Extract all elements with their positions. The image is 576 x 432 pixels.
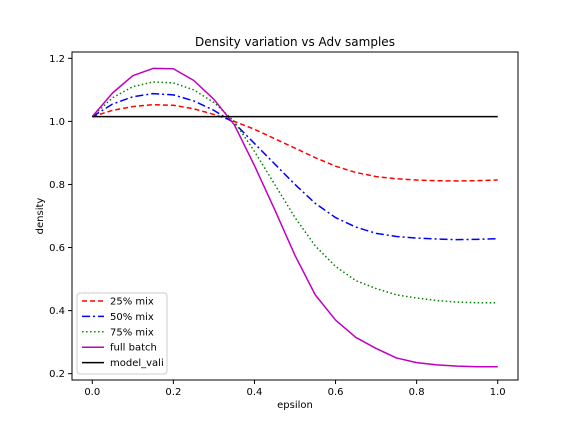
- x-axis-ticks: 0.0 0.2 0.4 0.6 0.8 1.0: [84, 380, 506, 398]
- y-tick-label: 1.2: [49, 54, 65, 65]
- legend-label: model_vali: [110, 358, 164, 369]
- series-layer: [91, 67, 498, 368]
- y-tick-label: 0.8: [49, 180, 65, 191]
- legend-items: 25% mix 50% mix 75% mix full batch model_val…: [82, 297, 164, 369]
- x-tick-label: 0.6: [328, 387, 344, 398]
- y-axis-ticks: 0.2 0.4 0.6 0.8 1.0 1.2: [49, 54, 72, 380]
- y-tick-label: 0.6: [49, 243, 65, 254]
- legend-label: 25% mix: [110, 297, 154, 308]
- x-tick-label: 0.2: [165, 387, 181, 398]
- y-axis-label: density: [35, 198, 46, 235]
- plot-frame: [71, 51, 519, 381]
- x-tick-label: 1.0: [490, 387, 506, 398]
- x-axis-label: epsilon: [277, 400, 313, 411]
- y-tick-label: 0.4: [49, 306, 65, 317]
- series-line-1: [91, 92, 498, 241]
- chart-title: Density variation vs Adv samples: [195, 35, 395, 49]
- legend-box: [76, 292, 168, 375]
- legend-label: 75% mix: [110, 327, 154, 338]
- x-tick-label: 0.8: [409, 387, 425, 398]
- y-tick-label: 0.2: [49, 369, 65, 380]
- plot-area: [71, 51, 519, 381]
- legend: 25% mix 50% mix 75% mix full batch model_val…: [76, 292, 168, 375]
- series-line-2: [91, 81, 498, 304]
- x-tick-label: 0.4: [247, 387, 263, 398]
- series-line-0: [92, 103, 498, 182]
- x-tick-label: 0.0: [84, 387, 100, 398]
- legend-label: full batch: [110, 343, 157, 354]
- series-line-3: [91, 67, 498, 368]
- y-tick-label: 1.0: [49, 117, 65, 128]
- legend-label: 50% mix: [110, 312, 154, 323]
